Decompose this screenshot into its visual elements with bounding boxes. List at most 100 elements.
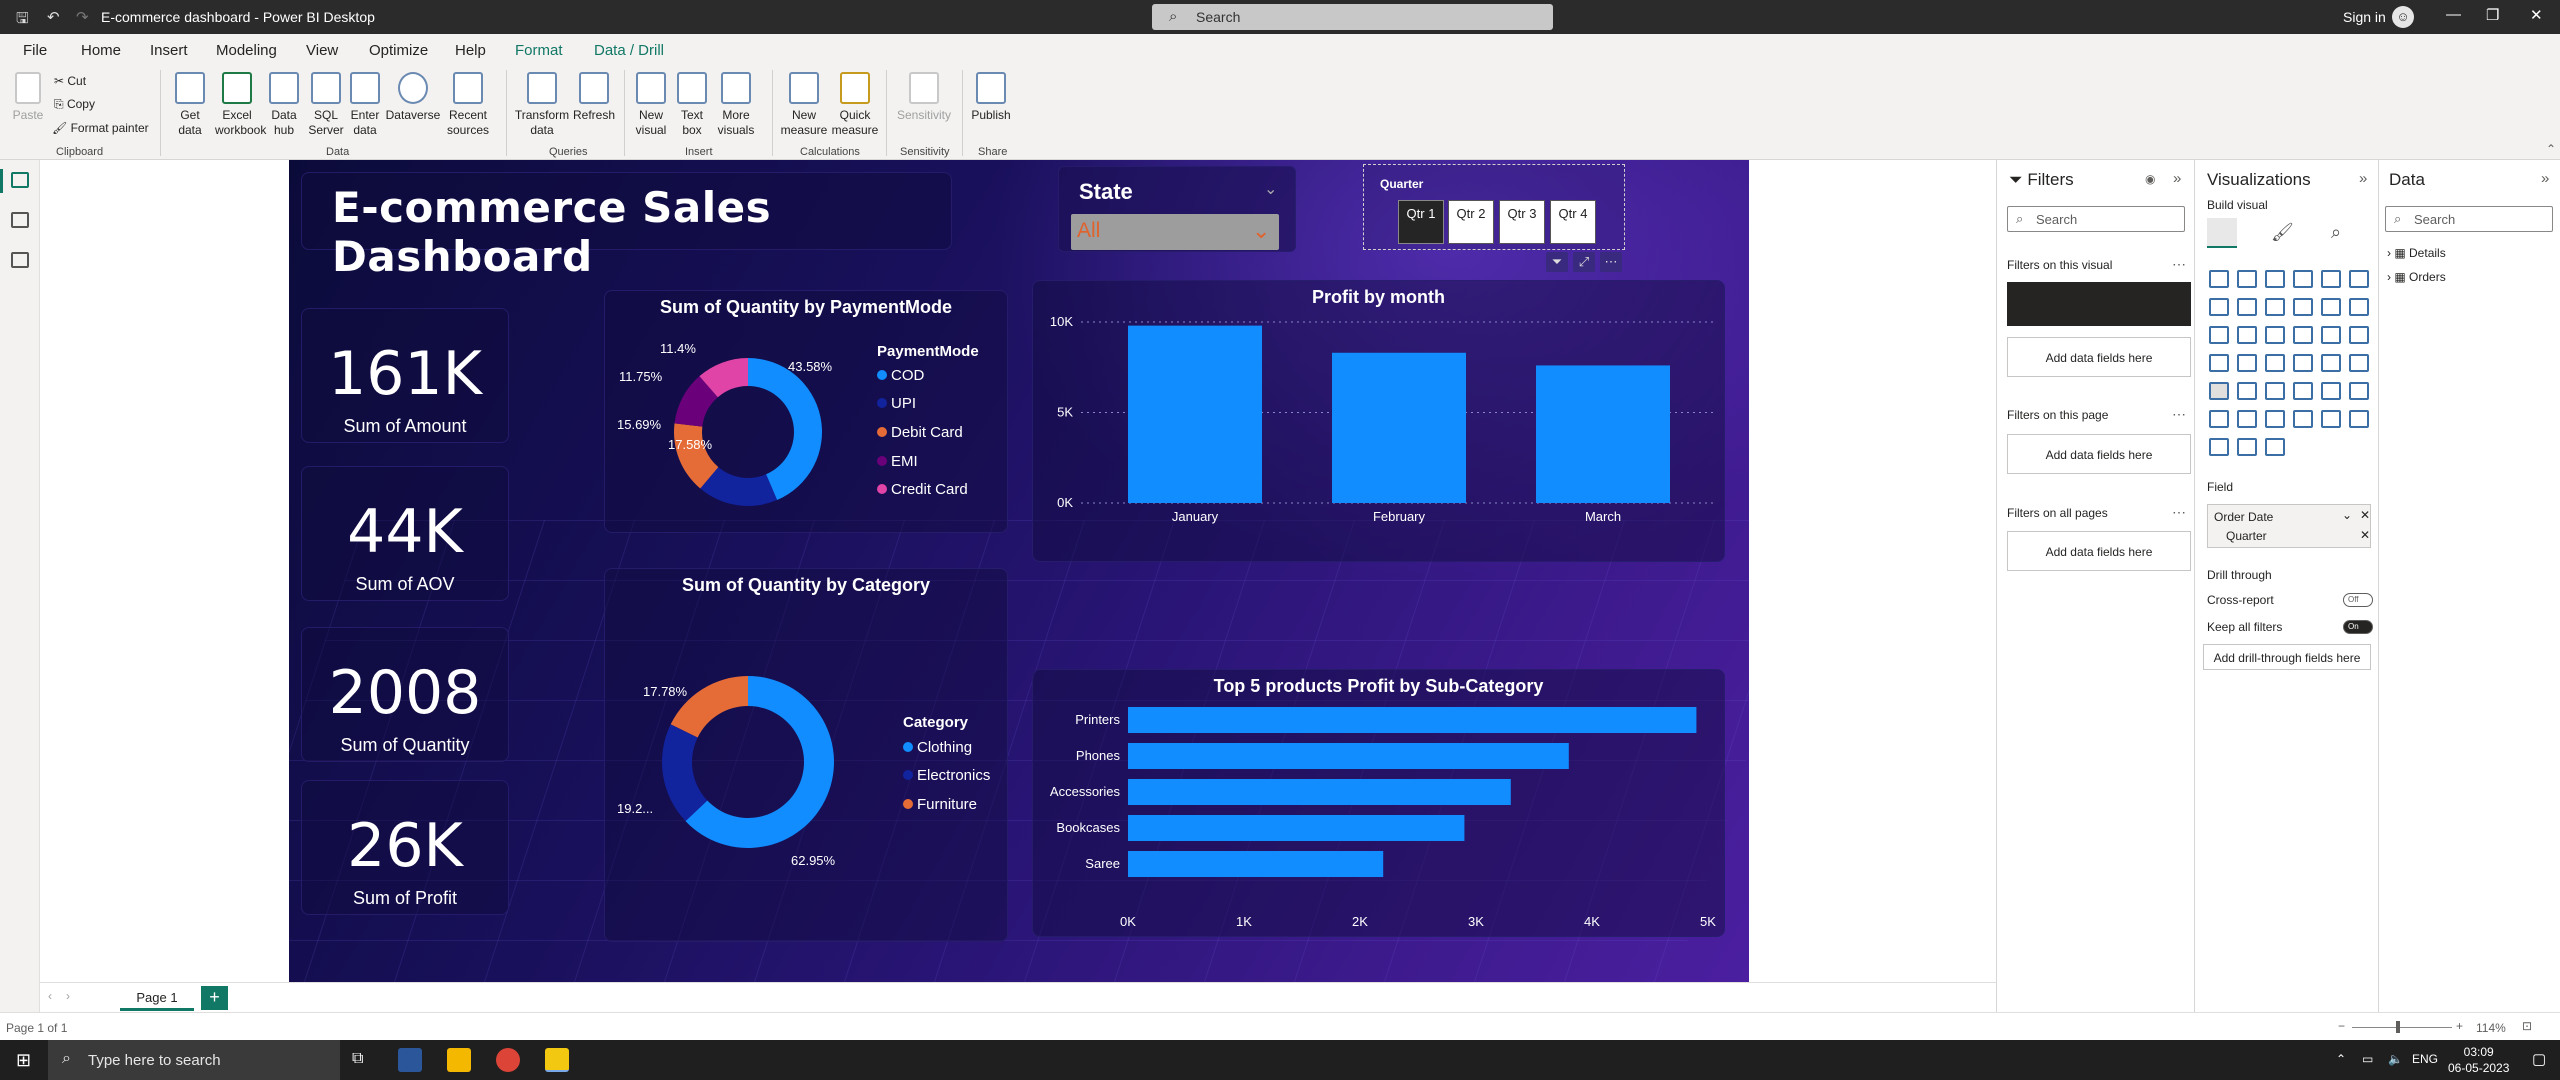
tray-chevron-icon[interactable]: ⌃ — [2336, 1052, 2347, 1066]
visual-type-icon[interactable] — [2293, 382, 2313, 400]
publish-button[interactable]: Publish — [966, 72, 1016, 123]
visual-type-icon[interactable] — [2349, 410, 2369, 428]
visual-type-icon[interactable] — [2237, 382, 2257, 400]
prev-page-icon[interactable]: ‹ — [48, 989, 52, 1003]
collapse-pane-icon[interactable]: » — [2173, 170, 2182, 187]
undo-icon[interactable]: ↶ — [47, 9, 60, 26]
add-visual-filter-well[interactable]: Add data fields here — [2007, 337, 2191, 377]
file-explorer-icon[interactable] — [447, 1048, 471, 1072]
tab-file[interactable]: File — [23, 42, 48, 59]
donut-slice[interactable] — [700, 467, 778, 506]
tab-view[interactable]: View — [306, 42, 339, 59]
table-view-icon[interactable] — [11, 212, 29, 228]
bar[interactable] — [1536, 365, 1670, 503]
visual-type-icon[interactable] — [2293, 326, 2313, 344]
more-visuals-button[interactable]: More visuals — [710, 72, 762, 138]
sensitivity-button[interactable]: Sensitivity — [892, 72, 956, 123]
kpi-card-aov[interactable]: 44K Sum of AOV — [301, 466, 509, 601]
donut-slice[interactable] — [674, 376, 718, 427]
visual-type-icon[interactable] — [2265, 354, 2285, 372]
visual-type-icon[interactable] — [2293, 410, 2313, 428]
copy-button[interactable]: ⎘ Copy — [54, 97, 95, 111]
power-bi-icon[interactable] — [545, 1048, 569, 1072]
legend-item[interactable]: Furniture — [903, 796, 977, 813]
visual-type-icon[interactable] — [2321, 382, 2341, 400]
taskbar-search[interactable]: ⌕ Type here to search — [48, 1040, 340, 1080]
sql-server-button[interactable]: SQL Server — [306, 72, 346, 138]
state-slicer[interactable]: State ⌄ All ⌄ — [1058, 166, 1296, 252]
add-all-filter-well[interactable]: Add data fields here — [2007, 531, 2191, 571]
filters-search-input[interactable]: ⌕ Search — [2007, 206, 2185, 232]
zoom-in-icon[interactable]: + — [2456, 1019, 2464, 1033]
close-icon[interactable]: ✕ — [2360, 528, 2371, 542]
paste-button[interactable]: Paste — [10, 72, 46, 123]
donut-slice[interactable] — [699, 358, 748, 398]
volume-icon[interactable]: 🔈 — [2388, 1052, 2403, 1066]
visual-type-icon[interactable] — [2209, 410, 2229, 428]
bar[interactable] — [1128, 707, 1697, 733]
notifications-icon[interactable]: ▢ — [2532, 1051, 2547, 1068]
top5-subcategory-chart[interactable]: Top 5 products Profit by Sub-Category Pr… — [1032, 669, 1725, 937]
new-visual-button[interactable]: New visual — [630, 72, 672, 138]
kpi-card-amount[interactable]: 161K Sum of Amount — [301, 308, 509, 443]
bar[interactable] — [1128, 325, 1262, 503]
tab-insert[interactable]: Insert — [150, 42, 188, 59]
kpi-card-profit[interactable]: 26K Sum of Profit — [301, 780, 509, 915]
add-page-button[interactable]: + — [201, 986, 228, 1010]
visual-type-icon[interactable] — [2349, 326, 2369, 344]
close-icon[interactable]: ✕ — [2530, 7, 2543, 24]
title-search[interactable]: ⌕ Search — [1152, 4, 1553, 30]
legend-item[interactable]: Clothing — [903, 739, 972, 756]
visual-type-icon[interactable] — [2237, 410, 2257, 428]
visual-type-icon[interactable] — [2349, 382, 2369, 400]
donut-slice[interactable] — [670, 676, 748, 738]
visual-type-icon[interactable] — [2349, 298, 2369, 316]
visual-type-icon[interactable] — [2209, 298, 2229, 316]
analytics-icon[interactable]: ⌕ — [2331, 222, 2342, 242]
more-options-icon[interactable]: ⋯ — [2172, 504, 2186, 520]
excel-button[interactable]: Excel workbook — [215, 72, 266, 138]
keep-filters-toggle[interactable]: On — [2343, 620, 2373, 634]
collapse-ribbon-icon[interactable]: ⌃ — [2546, 142, 2557, 156]
data-search-input[interactable]: ⌕ Search — [2385, 206, 2553, 232]
zoom-slider[interactable] — [2352, 1027, 2452, 1028]
focus-mode-icon[interactable]: ⤢ — [1573, 252, 1595, 272]
visual-type-icon[interactable] — [2265, 326, 2285, 344]
new-measure-button[interactable]: New measure — [780, 72, 828, 138]
state-dropdown[interactable]: All ⌄ — [1071, 214, 1279, 250]
table-item-orders[interactable]: › ▦ Orders — [2387, 270, 2446, 284]
visual-type-icon[interactable] — [2209, 326, 2229, 344]
donut-slice[interactable] — [685, 676, 834, 848]
donut-slice[interactable] — [748, 358, 822, 501]
visual-type-icon[interactable] — [2293, 270, 2313, 288]
bar[interactable] — [1128, 779, 1511, 805]
visual-type-icon[interactable] — [2237, 270, 2257, 288]
filter-icon[interactable]: ⏷ — [1546, 252, 1568, 272]
visual-type-icon[interactable] — [2265, 438, 2285, 456]
quarter-button-q2[interactable]: Qtr 2 — [1448, 200, 1494, 244]
legend-item[interactable]: COD — [877, 367, 924, 384]
profit-by-month-chart[interactable]: Profit by month 0K 5K 10K January February Ma… — [1032, 280, 1725, 562]
tab-data-drill[interactable]: Data / Drill — [594, 42, 665, 59]
donut-slice[interactable] — [662, 724, 708, 822]
visual-type-icon[interactable] — [2237, 354, 2257, 372]
refresh-button[interactable]: Refresh — [572, 72, 616, 123]
legend-item[interactable]: Debit Card — [877, 424, 963, 441]
dataverse-button[interactable]: Dataverse — [385, 72, 441, 123]
chrome-icon[interactable] — [496, 1048, 520, 1072]
bar[interactable] — [1128, 743, 1569, 769]
add-drill-through-well[interactable]: Add drill-through fields here — [2203, 644, 2371, 670]
next-page-icon[interactable]: › — [66, 989, 70, 1003]
data-hub-button[interactable]: Data hub — [266, 72, 302, 138]
table-item-details[interactable]: › ▦ Details — [2387, 246, 2446, 260]
language-indicator[interactable]: ENG — [2412, 1052, 2439, 1066]
collapse-pane-icon[interactable]: » — [2359, 170, 2368, 187]
eye-icon[interactable]: ◉ — [2145, 172, 2156, 186]
legend-item[interactable]: Electronics — [903, 767, 990, 784]
chevron-down-icon[interactable]: ⌄ — [1264, 181, 1278, 198]
add-page-filter-well[interactable]: Add data fields here — [2007, 434, 2191, 474]
visual-type-icon[interactable] — [2321, 326, 2341, 344]
text-box-button[interactable]: Text box — [674, 72, 710, 138]
quick-measure-button[interactable]: Quick measure — [830, 72, 880, 138]
tab-modeling[interactable]: Modeling — [216, 42, 277, 59]
